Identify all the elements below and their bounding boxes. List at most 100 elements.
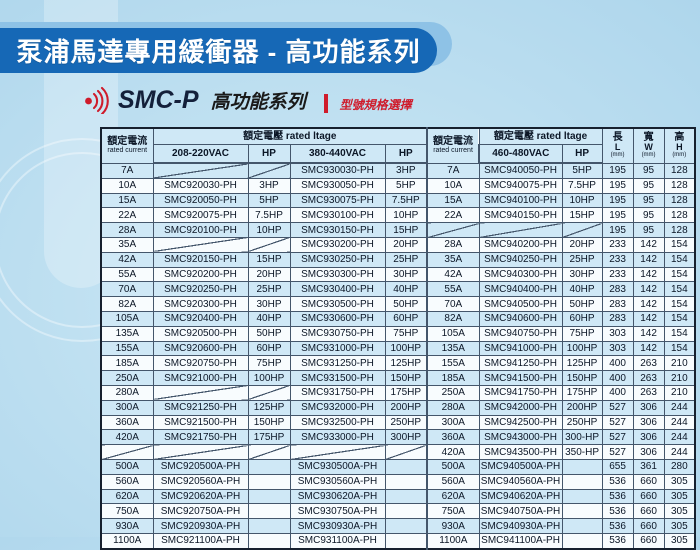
table-cell: 142 <box>632 296 665 312</box>
table-cell-empty <box>384 532 428 550</box>
table-cell-empty <box>100 444 154 460</box>
header-208-220vac: 208-220VAC <box>152 144 249 164</box>
table-cell-empty <box>561 222 603 238</box>
table-cell: 244 <box>663 399 696 416</box>
table-cell: SMC920500-PH <box>152 325 249 342</box>
table-row: 420A SMC921750-PH 175HP SMC933000-PH 300HP 36… <box>100 429 696 446</box>
table-cell-empty <box>561 503 603 520</box>
table-row: 155A SMC920600-PH 60HP SMC931000-PH 100HP 135… <box>100 340 696 357</box>
table-cell: 28A <box>100 222 154 238</box>
table-cell: 125HP <box>561 355 603 372</box>
table-cell: 10A <box>100 177 154 194</box>
header-380-440vac: 380-440VAC <box>289 144 386 164</box>
table-cell: 10A <box>426 177 480 194</box>
header-rated-current-right: 額定電流 rated current <box>426 127 480 164</box>
table-cell: 361 <box>632 458 665 475</box>
table-cell: 125HP <box>384 355 428 372</box>
table-cell: SMC920600-PH <box>152 340 249 357</box>
table-cell: SMC930100-PH <box>289 207 386 224</box>
table-cell: 142 <box>632 325 665 342</box>
table-cell: 655 <box>601 458 634 475</box>
table-cell: SMC940500-PH <box>478 296 563 312</box>
table-cell-empty <box>247 444 291 460</box>
table-cell: 660 <box>632 473 665 490</box>
table-cell: 128 <box>663 192 696 209</box>
table-row: 1100A SMC921100A-PH SMC931100A-PH 1100A SMC9… <box>100 532 696 550</box>
table-cell: 300-HP <box>561 429 603 446</box>
table-cell-empty <box>247 384 291 401</box>
table-cell: SMC930400-PH <box>289 281 386 298</box>
table-cell: 305 <box>663 503 696 520</box>
table-cell: 210 <box>663 370 696 386</box>
table-cell: 536 <box>601 518 634 534</box>
table-cell: 1100A <box>100 532 154 550</box>
table-cell: 150HP <box>384 370 428 386</box>
table-row: 105A SMC920400-PH 40HP SMC930600-PH 60HP 82A S… <box>100 310 696 327</box>
table-cell: 30HP <box>561 266 603 283</box>
table-row: 28A SMC920100-PH 10HP SMC930150-PH 15HP 195 95… <box>100 222 696 238</box>
table-cell: 350-HP <box>561 444 603 460</box>
table-cell: 55A <box>100 266 154 283</box>
header-label: L <box>614 142 621 153</box>
brand-name: SMC-P <box>118 85 199 114</box>
table-cell: 7.5HP <box>247 207 291 224</box>
table-cell: 20HP <box>384 236 428 253</box>
table-row: 135A SMC920500-PH 50HP SMC930750-PH 75HP 105A… <box>100 325 696 342</box>
table-cell: SMC940150-PH <box>478 207 563 224</box>
header-label: H <box>676 142 683 153</box>
table-cell: 22A <box>426 207 480 224</box>
table-cell-empty <box>384 488 428 505</box>
table-cell: 244 <box>663 444 696 460</box>
table-cell-empty <box>152 444 249 460</box>
table-row: 280A SMC931750-PH 175HP 250A SMC941750-PH 175… <box>100 384 696 401</box>
table-cell: SMC920300-PH <box>152 296 249 312</box>
table-cell-empty <box>384 473 428 490</box>
table-cell: 280 <box>663 458 696 475</box>
table-cell: SMC920400-PH <box>152 310 249 327</box>
table-cell: 125HP <box>247 399 291 416</box>
table-cell: 40HP <box>247 310 291 327</box>
brand-row: SMC-P 高功能系列 型號規格選擇 <box>84 84 412 116</box>
table-cell: 150HP <box>247 414 291 431</box>
table-cell: 154 <box>663 296 696 312</box>
header-label: rated current <box>433 147 473 155</box>
table-cell: 70A <box>100 281 154 298</box>
table-cell: 70A <box>426 296 480 312</box>
table-cell: SMC930050-PH <box>289 177 386 194</box>
table-cell: 195 <box>601 207 634 224</box>
table-cell: 30HP <box>384 266 428 283</box>
table-cell: 536 <box>601 503 634 520</box>
table-cell: SMC932500-PH <box>289 414 386 431</box>
table-cell: 527 <box>601 414 634 431</box>
table-cell: 420A <box>426 444 480 460</box>
table-cell: SMC941250-PH <box>478 355 563 372</box>
table-cell: SMC943000-PH <box>478 429 563 446</box>
table-cell: 128 <box>663 207 696 224</box>
table-cell: 142 <box>632 281 665 298</box>
table-row: 930A SMC920930A-PH SMC930930A-PH 930A SMC940… <box>100 518 696 534</box>
series-name: 高功能系列 <box>210 90 306 113</box>
table-cell: 7A <box>100 162 154 179</box>
table-cell: SMC942500-PH <box>478 414 563 431</box>
table-cell: 660 <box>632 503 665 520</box>
table-cell: 3HP <box>247 177 291 194</box>
table-cell: 536 <box>601 488 634 505</box>
table-cell: 263 <box>632 384 665 401</box>
table-cell: 55A <box>426 281 480 298</box>
table-cell-empty <box>384 444 428 460</box>
table-cell-empty <box>561 518 603 534</box>
table-cell: SMC920250-PH <box>152 281 249 298</box>
table-cell-empty <box>247 236 291 253</box>
table-cell: 185A <box>426 370 480 386</box>
table-cell: 283 <box>601 296 634 312</box>
table-cell: 10HP <box>247 222 291 238</box>
table-cell: 28A <box>426 236 480 253</box>
table-row: 10A SMC920030-PH 3HP SMC930050-PH 5HP 10A SMC9… <box>100 177 696 194</box>
table-cell: 400 <box>601 384 634 401</box>
table-cell: 100HP <box>384 340 428 357</box>
table-cell: 300HP <box>384 429 428 446</box>
table-cell: 142 <box>632 340 665 357</box>
table-cell: 25HP <box>247 281 291 298</box>
table-cell: 15A <box>100 192 154 209</box>
table-cell: 527 <box>601 444 634 460</box>
